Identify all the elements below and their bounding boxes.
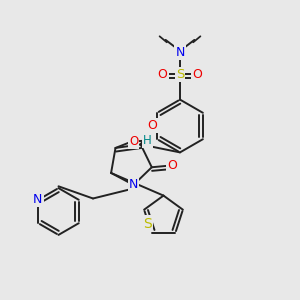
Text: O: O (147, 119, 157, 132)
Text: N: N (33, 193, 43, 206)
Text: S: S (143, 217, 152, 230)
Text: O: O (193, 68, 202, 81)
Text: H: H (143, 134, 152, 147)
Text: N: N (129, 178, 138, 191)
Text: O: O (158, 68, 167, 81)
Text: O: O (167, 159, 177, 172)
Text: O: O (129, 135, 138, 148)
Text: S: S (176, 68, 184, 81)
Text: N: N (175, 46, 185, 59)
